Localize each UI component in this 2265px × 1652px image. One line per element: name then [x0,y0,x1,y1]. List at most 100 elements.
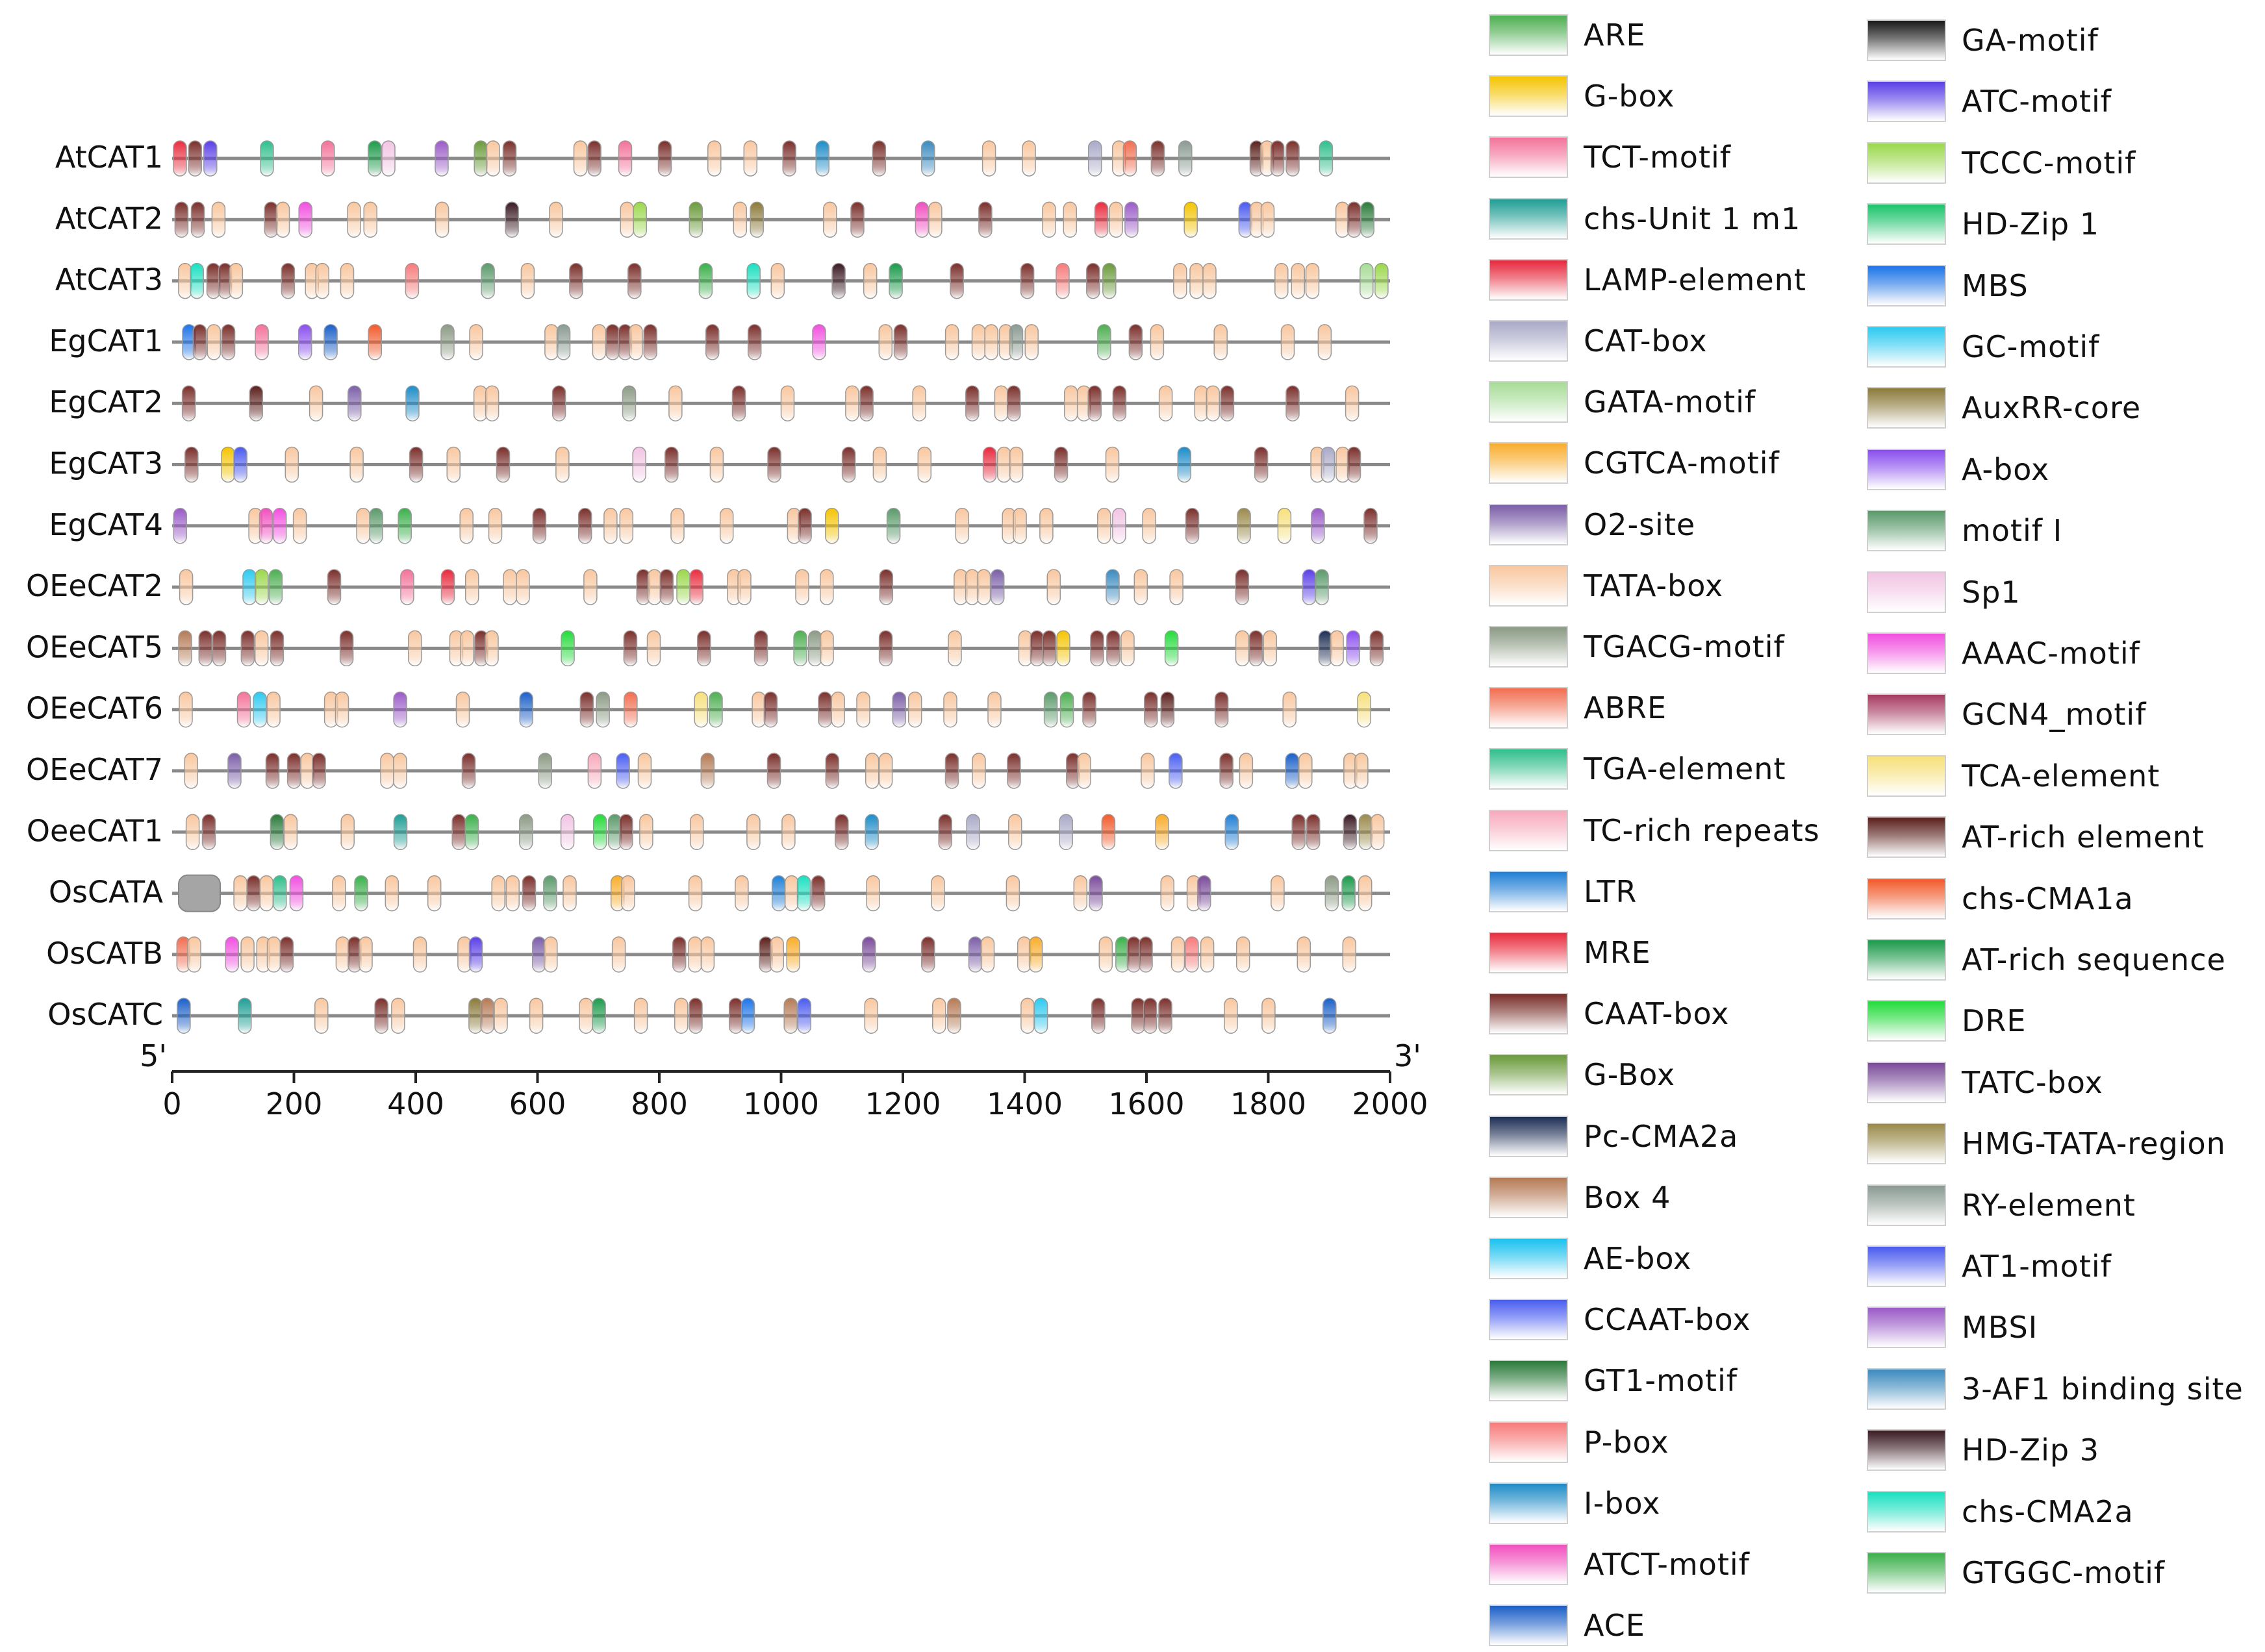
element-marker [1142,508,1156,544]
gene-label: OsCATC [47,997,163,1032]
legend-label: ATC-motif [1962,84,2112,119]
element-marker [1239,753,1254,789]
gene-track-egcat3: EgCAT3 [49,446,1390,483]
element-marker [1260,201,1275,238]
element-marker [270,814,285,851]
element-marker [733,201,748,238]
three-prime-label: 3' [1394,1038,1421,1073]
legend-swatch [1867,877,1946,920]
element-marker [531,936,546,973]
element-marker [1321,446,1335,483]
element-marker [616,753,630,789]
element-marker [173,140,187,177]
element-marker [808,630,822,667]
axis-tick-label: 1200 [865,1086,941,1121]
legend-swatch [1489,197,1568,240]
legend-label: AT1-motif [1962,1249,2112,1284]
element-marker [707,140,722,177]
legend-swatch [1867,264,1946,307]
position-axis: 0 200 400 600 800 1000 1200 1400 1600 1800 2000 5' 3… [140,1038,1428,1121]
element-marker [516,569,530,605]
element-marker [1094,201,1109,238]
legend-label: AAAC-motif [1962,636,2140,671]
element-marker [505,201,519,238]
element-marker [473,385,488,421]
element-marker [520,262,535,299]
legend-swatch [1489,1115,1568,1157]
element-marker [543,875,557,912]
element-marker [494,997,508,1034]
element-marker [412,936,427,973]
element-marker [984,324,998,360]
element-marker [289,875,304,912]
element-marker [646,630,661,667]
legend-label: AT-rich element [1962,820,2205,855]
legend-label: CGTCA-motif [1584,445,1780,481]
legend-swatch [1867,19,1946,61]
element-marker [266,691,281,728]
element-marker [1291,814,1306,851]
element-marker [1122,140,1137,177]
element-marker [907,691,922,728]
legend-label: Pc-CMA2a [1584,1118,1739,1154]
gene-label: EgCAT2 [49,384,163,419]
legend-swatch [1489,442,1568,484]
element-marker [1082,691,1096,728]
element-marker [1224,814,1239,851]
element-marker [1155,814,1169,851]
gene-track-atcat3: AtCAT3 [55,262,1390,299]
element-marker [538,753,553,789]
element-marker [1261,997,1276,1034]
element-marker [347,201,361,238]
element-marker [893,324,908,360]
element-marker [207,324,221,360]
element-marker [335,936,350,973]
element-marker [731,385,746,421]
element-marker [240,936,255,973]
element-marker [177,997,191,1034]
legend-label: ACE [1584,1608,1645,1644]
element-marker [719,508,734,544]
element-marker [747,324,762,360]
legend-label: HD-Zip 1 [1962,206,2099,242]
element-marker [780,385,795,421]
element-marker [1008,814,1022,851]
element-marker [179,691,193,728]
element-marker [259,508,273,544]
element-marker [620,201,635,238]
element-marker [1106,569,1120,605]
element-marker [349,446,364,483]
element-marker [1354,753,1369,789]
element-marker [1360,201,1374,238]
element-marker [435,140,449,177]
element-marker [1206,385,1221,421]
element-marker [1073,875,1088,912]
element-marker [965,385,980,421]
element-marker [227,753,242,789]
element-marker [1028,936,1043,973]
element-marker [286,753,301,789]
element-marker [746,262,761,299]
element-marker [1164,630,1179,667]
element-marker [850,201,865,238]
element-marker [1033,997,1048,1034]
element-marker [746,814,761,851]
element-marker [971,324,986,360]
element-marker [1271,875,1285,912]
legend-swatch [1867,387,1946,429]
element-marker [1087,385,1102,421]
element-marker [551,385,566,421]
axis-tick-label: 400 [387,1086,444,1121]
element-marker [459,508,474,544]
element-marker [203,140,218,177]
element-marker [1106,630,1120,667]
element-marker [255,569,269,605]
element-marker [878,324,893,360]
element-marker [921,936,935,973]
element-marker [233,446,247,483]
element-marker [1357,691,1371,728]
element-marker [190,201,205,238]
legend-label: GT1-motif [1584,1363,1738,1399]
gene-track-oeecat5: OEeCAT5 [26,629,1390,667]
element-marker [348,385,362,421]
